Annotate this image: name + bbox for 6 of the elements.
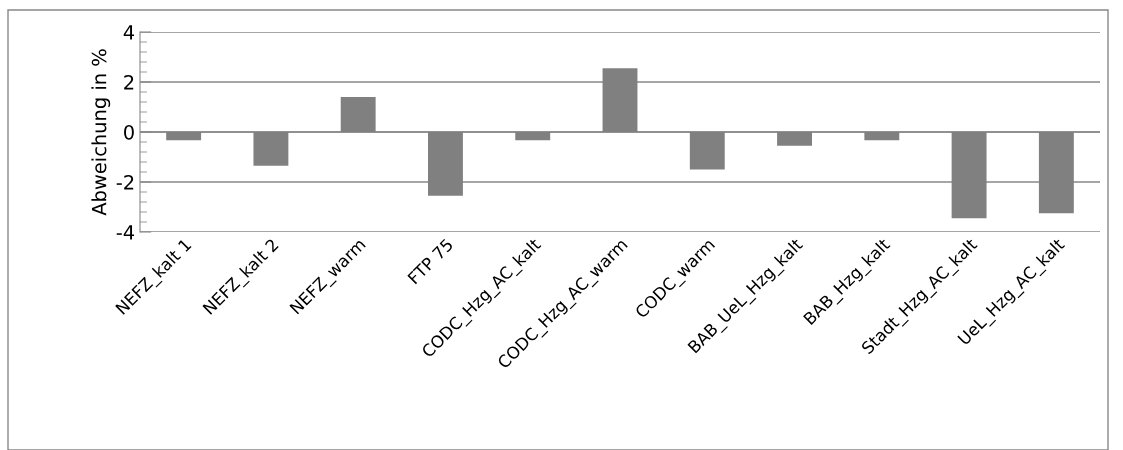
y-tick-label: -2	[116, 174, 134, 190]
y-tick-label: 4	[123, 25, 135, 40]
y-axis-title: Abweichung in %	[91, 49, 111, 216]
y-tick-label: 0	[124, 124, 134, 140]
y-tick-label: -4	[116, 225, 135, 240]
y-tick-label: 2	[124, 74, 134, 90]
